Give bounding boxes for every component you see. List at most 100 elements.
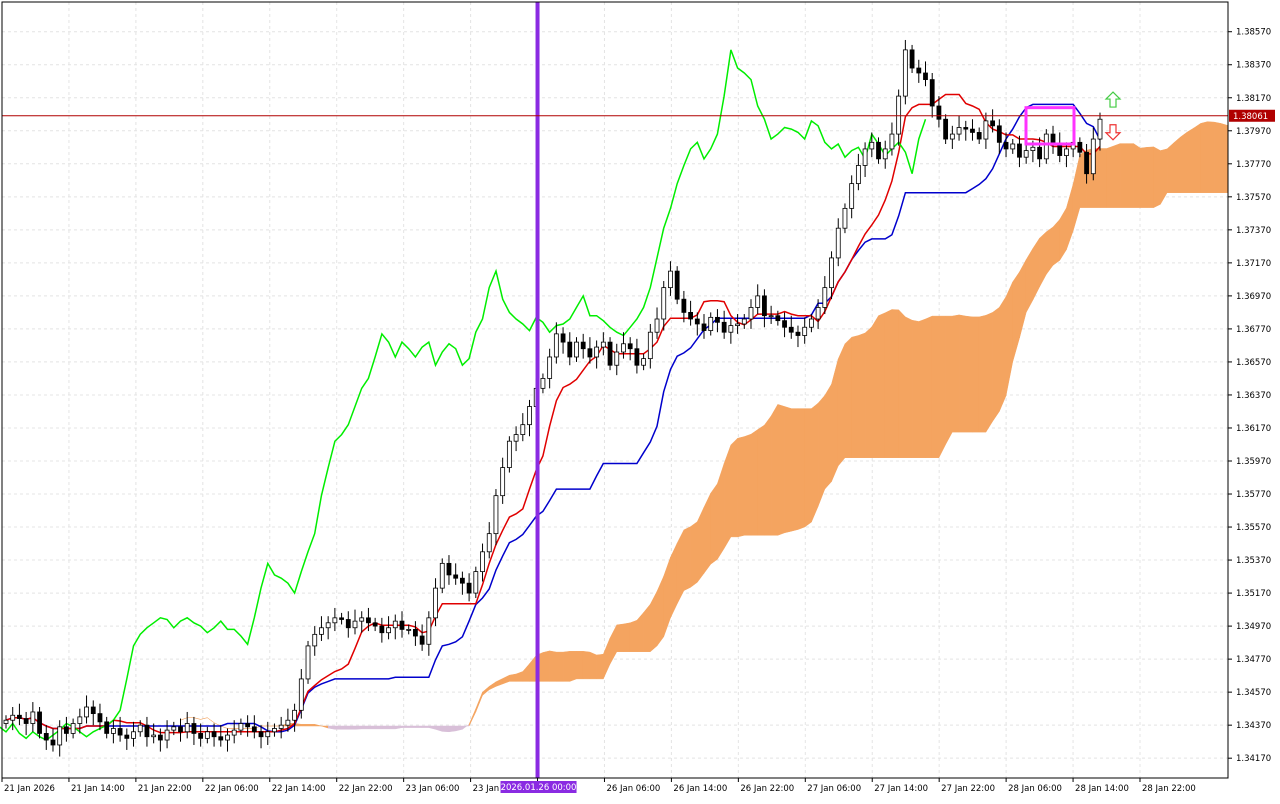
candle-body bbox=[506, 440, 512, 469]
overlay-layer: 1.38061 bbox=[2, 2, 1275, 778]
y-tick-label: 1.35370 bbox=[1236, 556, 1271, 566]
kumo-segment bbox=[314, 723, 322, 727]
candle-body bbox=[1023, 150, 1029, 158]
x-tick-label: 28 Jan 22:00 bbox=[1142, 784, 1196, 794]
candle-body bbox=[862, 148, 868, 166]
candle-body bbox=[936, 105, 942, 120]
candle-body bbox=[359, 617, 365, 622]
candle-body bbox=[325, 622, 331, 629]
kumo-segment bbox=[1113, 143, 1121, 208]
y-tick-label: 1.37970 bbox=[1236, 127, 1271, 137]
candle-body bbox=[97, 713, 103, 723]
candle-body bbox=[399, 620, 405, 630]
x-tick-label: 23 Jan 14:00 bbox=[473, 784, 527, 794]
kumo-segment bbox=[945, 315, 953, 445]
y-tick-label: 1.38170 bbox=[1236, 94, 1271, 104]
candle-body bbox=[117, 728, 123, 736]
y-tick-label: 1.37370 bbox=[1236, 226, 1271, 236]
candle-body bbox=[426, 617, 432, 645]
kumo-segment bbox=[905, 316, 913, 458]
candle-body bbox=[345, 619, 351, 629]
candle-body bbox=[882, 148, 888, 160]
kumo-segment bbox=[301, 724, 309, 727]
candle-body bbox=[57, 726, 63, 746]
kumo-segment bbox=[723, 444, 732, 550]
y-tick-label: 1.36570 bbox=[1236, 358, 1271, 368]
kumo-segment bbox=[784, 406, 792, 534]
candle-body bbox=[580, 341, 586, 350]
kumo-segment bbox=[576, 651, 584, 680]
x-highlight-bg bbox=[500, 781, 577, 793]
candle-body bbox=[909, 49, 915, 69]
kumo-segment bbox=[1133, 143, 1141, 208]
candles-layer bbox=[3, 39, 1103, 757]
candle-body bbox=[607, 341, 613, 366]
kumo-segment bbox=[958, 314, 967, 433]
kumo-segment bbox=[858, 332, 866, 458]
kumo-segment bbox=[811, 402, 819, 523]
candle-body bbox=[3, 719, 9, 724]
candle-body bbox=[795, 331, 801, 336]
kumo-segment bbox=[361, 725, 369, 730]
y-tick-label: 1.38370 bbox=[1236, 61, 1271, 71]
candle-body bbox=[198, 733, 204, 739]
candle-body bbox=[815, 307, 821, 320]
x-tick-label: 26 Jan 14:00 bbox=[673, 784, 727, 794]
x-tick-label: 21 Jan 14:00 bbox=[71, 784, 125, 794]
kumo-segment bbox=[341, 725, 349, 730]
candle-body bbox=[755, 295, 761, 308]
candle-body bbox=[90, 706, 96, 715]
y-tick-label: 1.38570 bbox=[1236, 28, 1271, 38]
candle-body bbox=[976, 132, 982, 140]
candle-body bbox=[1084, 151, 1089, 175]
kumo-segment bbox=[374, 725, 383, 730]
candle-body bbox=[245, 723, 251, 728]
candle-body bbox=[1077, 141, 1083, 153]
kumo-segment bbox=[307, 724, 315, 727]
candle-body bbox=[178, 726, 183, 733]
kumo-segment bbox=[817, 394, 826, 507]
candle-body bbox=[104, 721, 110, 734]
candle-body bbox=[768, 315, 774, 318]
candle-body bbox=[527, 406, 532, 426]
candle-body bbox=[788, 326, 794, 333]
candle-body bbox=[1097, 118, 1103, 140]
kumo-segment bbox=[683, 526, 691, 592]
kumo-segment bbox=[965, 315, 973, 433]
candle-body bbox=[560, 333, 566, 343]
candle-body bbox=[694, 318, 700, 325]
kumo-segment bbox=[744, 433, 752, 536]
candle-body bbox=[225, 734, 230, 741]
candle-body bbox=[500, 467, 506, 497]
candle-body bbox=[84, 706, 89, 718]
candle-body bbox=[728, 325, 734, 333]
candle-body bbox=[553, 333, 559, 358]
y-tick-label: 1.34570 bbox=[1236, 688, 1271, 698]
kumo-segment bbox=[898, 309, 906, 458]
candle-body bbox=[171, 726, 177, 731]
candle-body bbox=[896, 95, 902, 135]
candle-body bbox=[949, 133, 955, 140]
candle-body bbox=[721, 321, 727, 333]
kumo-segment bbox=[549, 650, 557, 682]
candle-body bbox=[459, 577, 465, 584]
kumo-segment bbox=[844, 336, 852, 458]
y-tick-label: 1.36370 bbox=[1236, 391, 1271, 401]
kumo-segment bbox=[690, 521, 698, 588]
candle-body bbox=[493, 495, 499, 535]
kumo-segment bbox=[884, 309, 893, 458]
candle-body bbox=[433, 587, 438, 619]
candle-body bbox=[782, 320, 787, 328]
candle-body bbox=[379, 625, 385, 634]
candle-body bbox=[547, 356, 553, 379]
x-tick-label: 21 Jan 2026 bbox=[4, 784, 55, 794]
kumo-segment bbox=[629, 619, 638, 652]
candle-body bbox=[10, 714, 16, 721]
kumo-segment bbox=[878, 312, 886, 458]
candle-body bbox=[23, 718, 29, 724]
kumo-segment bbox=[978, 314, 987, 433]
candle-body bbox=[1090, 138, 1096, 175]
candle-body bbox=[319, 627, 324, 635]
